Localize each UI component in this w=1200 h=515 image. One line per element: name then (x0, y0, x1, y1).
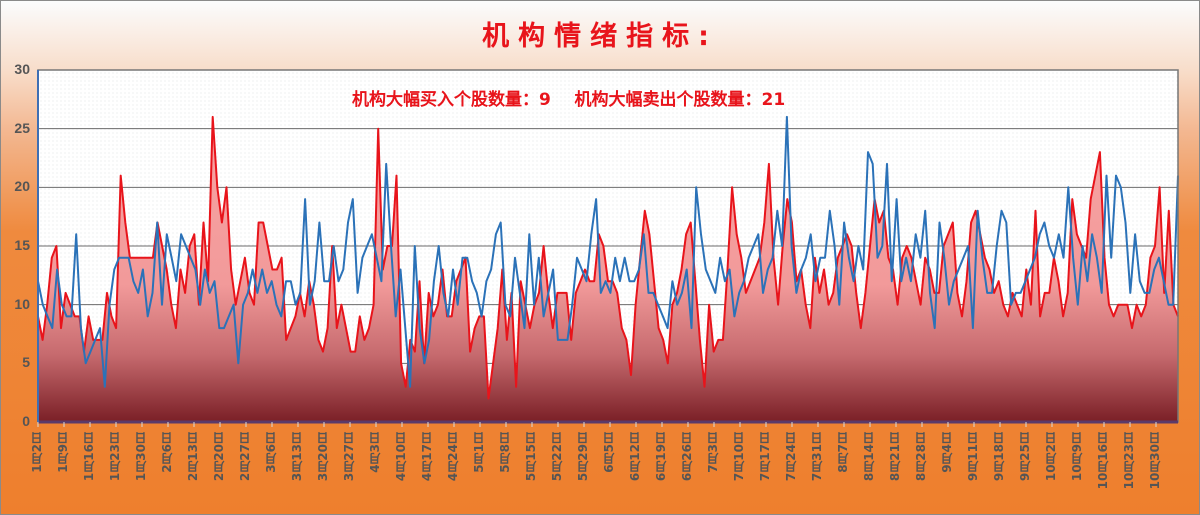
x-tick-label: 7月31日 (810, 432, 824, 482)
x-tick-label: 5月15日 (524, 432, 538, 482)
x-tick-label: 9月4日 (940, 432, 954, 473)
y-tick-label: 0 (22, 413, 30, 429)
x-tick-label: 1月23日 (108, 432, 122, 482)
x-tick-label: 6月12日 (628, 432, 642, 482)
x-tick-label: 4月17日 (420, 432, 434, 482)
x-ticks (37, 422, 1157, 427)
x-tick-label: 9月11日 (966, 432, 980, 482)
x-tick-label: 10月9日 (1070, 432, 1084, 482)
x-tick-label: 10月2日 (1044, 432, 1058, 482)
x-tick-label: 7月10日 (732, 432, 746, 482)
x-tick-label: 8月14日 (862, 432, 876, 482)
buy-count-label: 机构大幅买入个股数量： (352, 90, 539, 110)
buy-count-value: 9 (539, 90, 551, 110)
y-tick-label: 25 (14, 119, 30, 136)
y-tick-label: 5 (22, 354, 30, 371)
x-tick-label: 10月23日 (1122, 432, 1136, 490)
x-tick-label: 6月26日 (680, 432, 694, 482)
x-tick-label: 4月3日 (368, 432, 382, 473)
x-tick-label: 1月16日 (82, 432, 96, 482)
x-tick-label: 3月27日 (342, 432, 356, 482)
x-tick-label: 9月18日 (992, 432, 1006, 482)
x-tick-label: 10月16日 (1096, 432, 1110, 490)
x-tick-label: 1月2日 (30, 432, 44, 473)
x-tick-label: 5月29日 (576, 432, 590, 482)
y-tick-label: 15 (14, 237, 30, 253)
x-tick-label: 1月30日 (134, 432, 148, 482)
x-tick-label: 7月17日 (758, 432, 772, 482)
x-tick-label: 3月6日 (264, 432, 278, 473)
y-tick-label: 30 (14, 61, 30, 77)
x-tick-label: 5月8日 (498, 432, 512, 473)
x-tick-label: 9月25日 (1018, 432, 1032, 482)
buy-line (37, 115, 1179, 388)
chart-title: 机构情绪指标: (482, 21, 718, 52)
x-tick-label: 5月1日 (472, 432, 486, 473)
x-tick-label: 3月13日 (290, 432, 304, 482)
x-tick-label: 8月21日 (888, 432, 902, 482)
x-tick-label: 3月20日 (316, 432, 330, 482)
x-tick-label: 4月10日 (394, 432, 408, 482)
sell-count-value: 21 (761, 90, 786, 110)
y-tick-label: 10 (14, 295, 30, 312)
x-tick-label: 2月6日 (160, 432, 174, 473)
x-tick-label: 6月5日 (602, 432, 616, 473)
x-tick-label: 2月13日 (186, 432, 200, 482)
chart-annotation: 机构大幅买入个股数量：9 机构大幅卖出个股数量：21 (352, 85, 785, 110)
x-tick-label: 10月30日 (1148, 432, 1162, 490)
x-tick-label: 6月19日 (654, 432, 668, 482)
x-tick-label: 7月24日 (784, 432, 798, 482)
sell-count-label: 机构大幅卖出个股数量： (574, 90, 762, 110)
x-tick-label: 5月22日 (550, 432, 564, 482)
x-tick-label: 4月24日 (446, 432, 460, 482)
y-tick-label: 20 (14, 178, 30, 195)
x-tick-label: 8月28日 (914, 432, 928, 482)
x-tick-label: 1月9日 (56, 432, 70, 473)
x-tick-label: 2月20日 (212, 432, 226, 482)
x-tick-label: 7月3日 (706, 432, 720, 473)
sell-line (37, 115, 1179, 400)
x-tick-label: 8月7日 (836, 432, 850, 473)
sell-area (38, 116, 1178, 423)
x-tick-label: 2月27日 (238, 432, 252, 482)
